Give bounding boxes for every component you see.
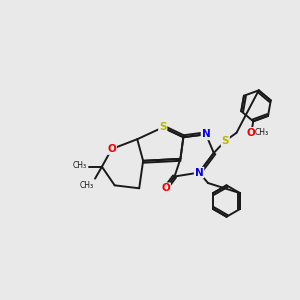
- Text: O: O: [107, 144, 116, 154]
- Text: CH₃: CH₃: [73, 161, 87, 170]
- Text: O: O: [247, 128, 256, 138]
- Text: CH₃: CH₃: [80, 181, 94, 190]
- Text: CH₃: CH₃: [254, 128, 268, 137]
- Text: N: N: [195, 168, 203, 178]
- Text: N: N: [202, 129, 210, 139]
- Text: O: O: [161, 183, 170, 193]
- Text: S: S: [221, 136, 229, 146]
- Text: S: S: [159, 122, 166, 132]
